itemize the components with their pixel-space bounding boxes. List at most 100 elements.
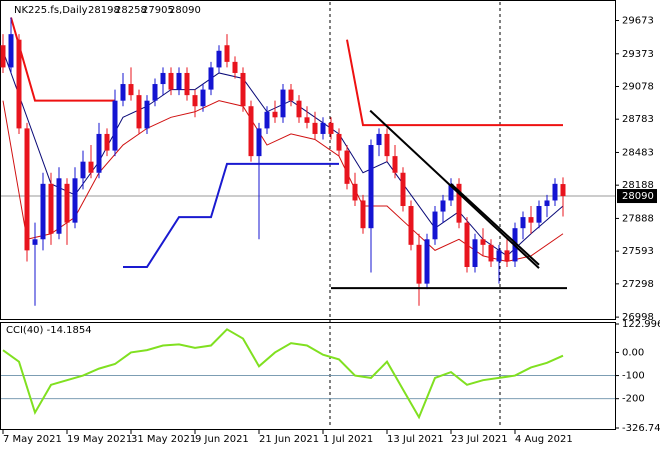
header-value: 28258 (115, 5, 147, 16)
candle-body (472, 239, 478, 267)
indicator-line (346, 39, 563, 127)
candle-body (552, 183, 558, 201)
candle-body (336, 133, 342, 151)
candle-body (448, 183, 454, 201)
candle-body (440, 200, 446, 212)
candle-body (144, 100, 150, 129)
candle-body (416, 244, 422, 284)
candle-body (352, 183, 358, 201)
y-tick-label: 29373 (622, 49, 654, 60)
candle-body (184, 72, 190, 96)
candle-body (360, 200, 366, 229)
candle-body (216, 50, 222, 68)
candle-body (72, 178, 78, 223)
main-frame (0, 0, 616, 320)
candle-body (168, 72, 174, 90)
candle-body (104, 133, 110, 151)
candle-body (8, 34, 14, 68)
candle-body (424, 239, 430, 284)
candle-body (40, 183, 46, 240)
x-tick-label: 21 Jun 2021 (259, 434, 319, 445)
candle-body (264, 111, 270, 129)
x-tick-label: 19 May 2021 (67, 434, 132, 445)
x-tick-label: 9 Jun 2021 (195, 434, 249, 445)
candle-body (16, 39, 22, 129)
candle-body (328, 122, 334, 134)
candle-body (280, 89, 286, 118)
chart-title: NK225.fs,Daily (14, 5, 88, 16)
candle-body (200, 89, 206, 107)
candle-body (344, 150, 350, 184)
candle-body (56, 178, 62, 234)
candle-body (480, 239, 486, 245)
candle-body (496, 250, 502, 262)
candle-body (384, 133, 390, 157)
candle-body (80, 161, 86, 179)
candle-body (536, 206, 542, 223)
candle-body (432, 211, 438, 240)
indicator-line (2, 50, 564, 257)
indicator-title: CCI(40) -14.1854 (6, 325, 92, 336)
candle-body (24, 128, 30, 251)
header-value: 28090 (169, 5, 201, 16)
candle-body (232, 61, 238, 73)
y-tick-label: 0.00 (622, 347, 644, 358)
x-tick-label: 1 Jul 2021 (323, 434, 373, 445)
candle-body (112, 100, 118, 151)
candle-body (528, 217, 534, 223)
candle-body (376, 133, 382, 146)
candle-body (296, 100, 302, 118)
x-tick-label: 4 Aug 2021 (515, 434, 573, 445)
y-tick-label: -100 (622, 371, 645, 382)
trendline (369, 109, 540, 269)
candle-body (192, 95, 198, 107)
candle-body (464, 222, 470, 267)
y-tick-label: 27298 (622, 279, 654, 290)
candle-body (368, 145, 374, 229)
candle-body (152, 84, 158, 101)
y-tick-label: 29673 (622, 16, 654, 27)
candle-body (456, 183, 462, 223)
indicator-line (123, 162, 339, 268)
candle-body (240, 72, 246, 107)
candle-body (32, 239, 38, 245)
candle-body (120, 84, 126, 101)
y-tick-label: 27888 (622, 213, 654, 224)
x-tick-label: 23 Jul 2021 (451, 434, 508, 445)
x-tick-label: 7 May 2021 (3, 434, 62, 445)
candle-body (560, 184, 566, 197)
candle-body (392, 156, 398, 173)
candle-body (504, 250, 510, 262)
candle-body (272, 111, 278, 118)
last-price-label: 28090 (622, 191, 654, 202)
candle-body (208, 67, 214, 90)
y-tick-label: 28188 (622, 180, 654, 191)
candle-body (320, 122, 326, 134)
candle-body (248, 106, 254, 157)
candle-body (544, 200, 550, 207)
candle-body (256, 128, 262, 157)
candle-body (0, 45, 6, 68)
candle-body (408, 206, 414, 245)
candle-body (288, 89, 294, 101)
candle-body (88, 161, 94, 173)
y-tick-label: 27593 (622, 246, 654, 257)
y-tick-label: -200 (622, 394, 645, 405)
candle-body (64, 183, 70, 223)
header-value: 28198 (88, 5, 120, 16)
x-tick-label: 31 May 2021 (131, 434, 196, 445)
candle-body (176, 72, 182, 90)
y-tick-label: 29078 (622, 81, 654, 92)
y-tick-label: 28783 (622, 114, 654, 125)
header-value: 27905 (142, 5, 174, 16)
candle-body (312, 122, 318, 134)
y-tick-label: 26998 (622, 312, 654, 323)
y-tick-label: 122.9967 (622, 319, 660, 330)
candle-body (136, 95, 142, 129)
candle-body (520, 217, 526, 229)
candle-body (488, 244, 494, 262)
candle-body (400, 172, 406, 207)
candle-body (304, 117, 310, 123)
candle-body (224, 45, 230, 62)
